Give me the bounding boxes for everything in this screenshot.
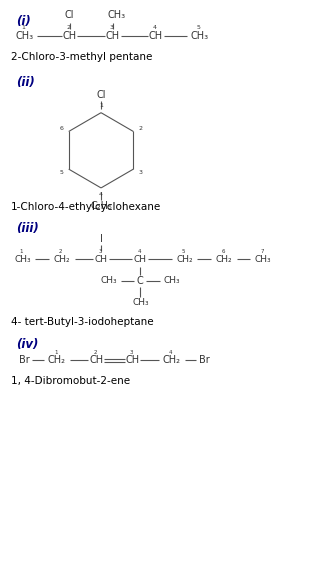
Text: CH: CH — [125, 355, 139, 365]
Text: I: I — [100, 234, 102, 245]
Text: Br: Br — [19, 355, 30, 365]
Text: 1: 1 — [20, 249, 23, 254]
Text: 5: 5 — [197, 25, 200, 30]
Text: 4: 4 — [169, 350, 173, 355]
Text: CH₃: CH₃ — [108, 10, 126, 20]
Text: 3: 3 — [98, 249, 102, 254]
Text: C₂H₅: C₂H₅ — [90, 201, 112, 211]
Text: 1-Chloro-4-ethylcyclohexane: 1-Chloro-4-ethylcyclohexane — [11, 202, 161, 212]
Text: 1: 1 — [21, 25, 25, 30]
Text: CH₂: CH₂ — [48, 355, 66, 365]
Text: 4: 4 — [137, 249, 141, 254]
Text: CH₂: CH₂ — [163, 355, 181, 365]
Text: 3: 3 — [138, 169, 142, 174]
Text: 4- tert-Butyl-3-iodoheptane: 4- tert-Butyl-3-iodoheptane — [11, 316, 153, 327]
Text: CH₂: CH₂ — [176, 255, 193, 264]
Text: 3: 3 — [110, 25, 114, 30]
Text: Br: Br — [199, 355, 210, 365]
Text: CH: CH — [89, 355, 103, 365]
Text: CH₃: CH₃ — [255, 255, 271, 264]
Text: 6: 6 — [221, 249, 225, 254]
Text: 5: 5 — [182, 249, 185, 254]
Text: 2: 2 — [138, 126, 142, 131]
Text: 1: 1 — [99, 103, 103, 108]
Text: 2-Chloro-3-methyl pentane: 2-Chloro-3-methyl pentane — [11, 52, 152, 62]
Text: 6: 6 — [60, 126, 64, 131]
Text: 3: 3 — [130, 350, 133, 355]
Text: (ii): (ii) — [17, 76, 35, 89]
Text: 1: 1 — [54, 350, 58, 355]
Text: (iv): (iv) — [17, 338, 39, 351]
Text: CH: CH — [149, 31, 163, 42]
Text: CH: CH — [63, 31, 77, 42]
Text: CH₂: CH₂ — [216, 255, 232, 264]
Text: Cl: Cl — [96, 90, 106, 100]
Text: CH₂: CH₂ — [53, 255, 70, 264]
Text: 1, 4-Dibromobut-2-ene: 1, 4-Dibromobut-2-ene — [11, 376, 130, 386]
Text: 4: 4 — [99, 192, 103, 197]
Text: CH: CH — [134, 255, 147, 264]
Text: CH₃: CH₃ — [100, 277, 117, 286]
Text: CH₃: CH₃ — [14, 255, 31, 264]
Text: 4: 4 — [153, 25, 157, 30]
Text: C: C — [137, 276, 144, 286]
Text: 2: 2 — [67, 25, 70, 30]
Text: 2: 2 — [59, 249, 63, 254]
Text: CH₃: CH₃ — [15, 31, 33, 42]
Text: CH₃: CH₃ — [163, 277, 180, 286]
Text: CH₃: CH₃ — [132, 298, 149, 307]
Text: Cl: Cl — [65, 10, 74, 20]
Text: (i): (i) — [17, 15, 31, 27]
Text: 2: 2 — [93, 350, 97, 355]
Text: (iii): (iii) — [17, 222, 39, 234]
Text: CH: CH — [106, 31, 120, 42]
Text: 7: 7 — [260, 249, 264, 254]
Text: 5: 5 — [60, 169, 64, 174]
Text: CH₃: CH₃ — [190, 31, 208, 42]
Text: CH: CH — [94, 255, 108, 264]
